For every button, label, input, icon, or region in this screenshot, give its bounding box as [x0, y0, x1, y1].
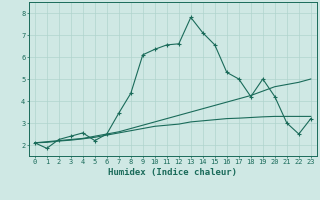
X-axis label: Humidex (Indice chaleur): Humidex (Indice chaleur)	[108, 168, 237, 177]
